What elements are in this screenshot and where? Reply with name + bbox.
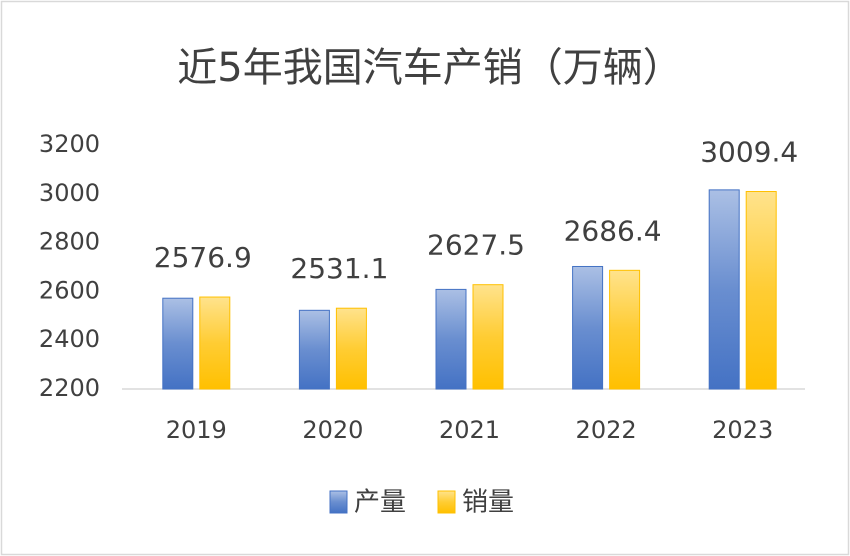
legend-label: 产量 bbox=[354, 488, 406, 518]
data-label: 2576.9 bbox=[154, 241, 252, 274]
x-tick-label: 2022 bbox=[576, 416, 637, 444]
bar bbox=[199, 296, 231, 390]
bar bbox=[572, 265, 604, 390]
legend-swatch bbox=[437, 490, 456, 514]
data-label: 2627.5 bbox=[427, 229, 525, 262]
data-label: 2686.4 bbox=[564, 214, 662, 247]
bar bbox=[435, 288, 467, 390]
bar bbox=[472, 284, 504, 390]
x-tick-label: 2023 bbox=[712, 416, 773, 444]
bar bbox=[298, 309, 330, 390]
y-tick-label: 2400 bbox=[39, 325, 100, 353]
y-tick-label: 2600 bbox=[39, 276, 100, 304]
bar bbox=[708, 189, 740, 390]
y-tick-label: 2800 bbox=[39, 228, 100, 256]
data-label: 3009.4 bbox=[700, 136, 798, 169]
x-tick-label: 2019 bbox=[166, 416, 227, 444]
bar bbox=[745, 191, 777, 390]
y-tick-label: 3200 bbox=[39, 130, 100, 158]
chart-title: 近5年我国汽车产销（万辆） bbox=[177, 45, 682, 91]
legend-swatch bbox=[329, 490, 348, 514]
x-tick-label: 2021 bbox=[439, 416, 500, 444]
y-tick-label: 2200 bbox=[39, 374, 100, 402]
data-label: 2531.1 bbox=[290, 252, 388, 285]
x-tick-label: 2020 bbox=[302, 416, 363, 444]
bar bbox=[162, 297, 194, 390]
bar bbox=[335, 307, 367, 390]
y-tick-label: 3000 bbox=[39, 179, 100, 207]
bar bbox=[609, 269, 641, 390]
legend-label: 销量 bbox=[462, 488, 514, 518]
